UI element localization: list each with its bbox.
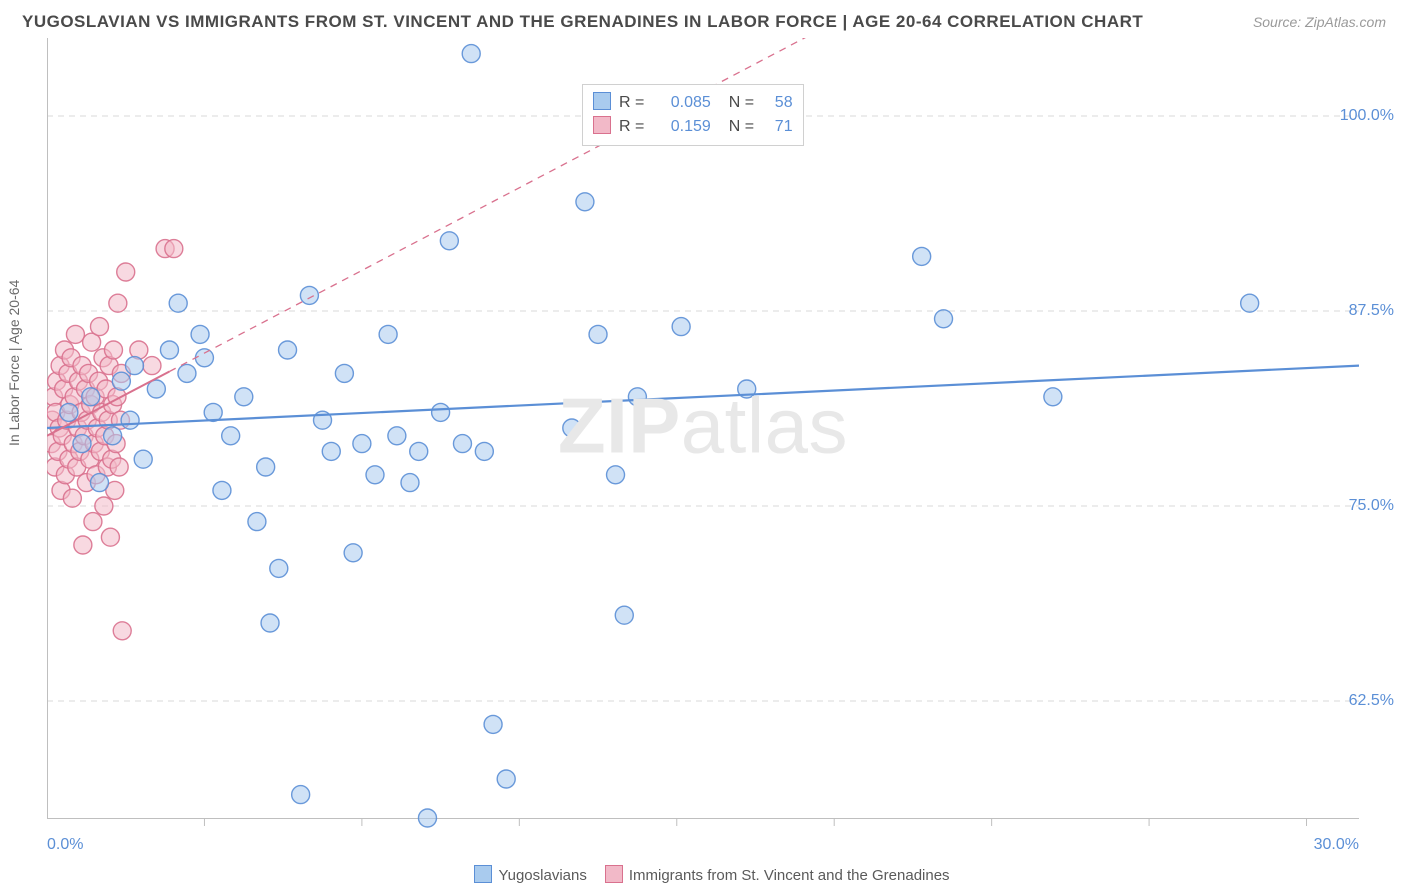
n-label: N =	[729, 118, 759, 135]
legend-swatch	[593, 116, 611, 134]
r-label: R =	[619, 94, 649, 111]
chart-area: ZIPatlas	[47, 38, 1359, 846]
x-tick-label: 0.0%	[47, 836, 83, 854]
y-tick-label: 100.0%	[1340, 107, 1394, 125]
correlation-legend: R = 0.085 N = 58 R = 0.159 N = 71	[582, 84, 804, 146]
legend-swatch	[605, 865, 623, 883]
y-tick-label: 75.0%	[1349, 497, 1394, 515]
legend-label: Immigrants from St. Vincent and the Gren…	[629, 867, 950, 884]
n-label: N =	[729, 94, 759, 111]
series-legend: Yugoslavians Immigrants from St. Vincent …	[0, 865, 1406, 884]
y-tick-label: 62.5%	[1349, 692, 1394, 710]
y-tick-label: 87.5%	[1349, 302, 1394, 320]
source-attribution: Source: ZipAtlas.com	[1253, 14, 1386, 30]
r-value: 0.085	[649, 91, 711, 115]
n-value: 71	[759, 115, 793, 139]
legend-swatch	[593, 92, 611, 110]
chart-svg	[47, 38, 1359, 846]
correlation-row: R = 0.159 N = 71	[593, 115, 793, 139]
r-label: R =	[619, 118, 649, 135]
n-value: 58	[759, 91, 793, 115]
chart-title: YUGOSLAVIAN VS IMMIGRANTS FROM ST. VINCE…	[22, 12, 1143, 32]
r-value: 0.159	[649, 115, 711, 139]
x-tick-label: 30.0%	[1314, 836, 1359, 854]
y-axis-label: In Labor Force | Age 20-64	[6, 280, 22, 446]
legend-label: Yugoslavians	[498, 867, 586, 884]
legend-swatch	[474, 865, 492, 883]
correlation-row: R = 0.085 N = 58	[593, 91, 793, 115]
